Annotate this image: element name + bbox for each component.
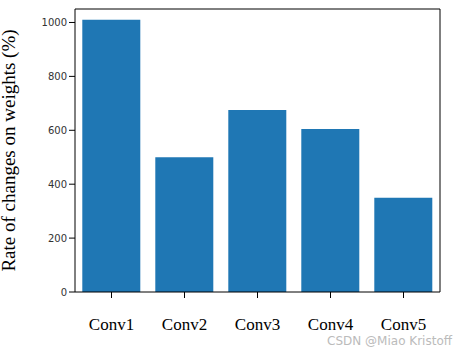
svg-text:200: 200 bbox=[48, 233, 67, 244]
svg-text:Conv5: Conv5 bbox=[381, 315, 426, 334]
svg-text:800: 800 bbox=[48, 71, 67, 82]
svg-text:Conv1: Conv1 bbox=[89, 315, 134, 334]
svg-text:Conv2: Conv2 bbox=[162, 315, 207, 334]
svg-text:Conv4: Conv4 bbox=[308, 315, 354, 334]
html-text:CSDN @Miao Kristoff: CSDN @Miao Kristoff bbox=[327, 334, 452, 348]
svg-text:0: 0 bbox=[61, 287, 67, 298]
svg-text:400: 400 bbox=[48, 179, 67, 190]
svg-text:Rate of changes on weights (%): Rate of changes on weights (%) bbox=[8, 29, 20, 271]
svg-text:Conv3: Conv3 bbox=[235, 315, 280, 334]
svg-text:1000: 1000 bbox=[42, 17, 67, 28]
svg-text:600: 600 bbox=[48, 125, 67, 136]
